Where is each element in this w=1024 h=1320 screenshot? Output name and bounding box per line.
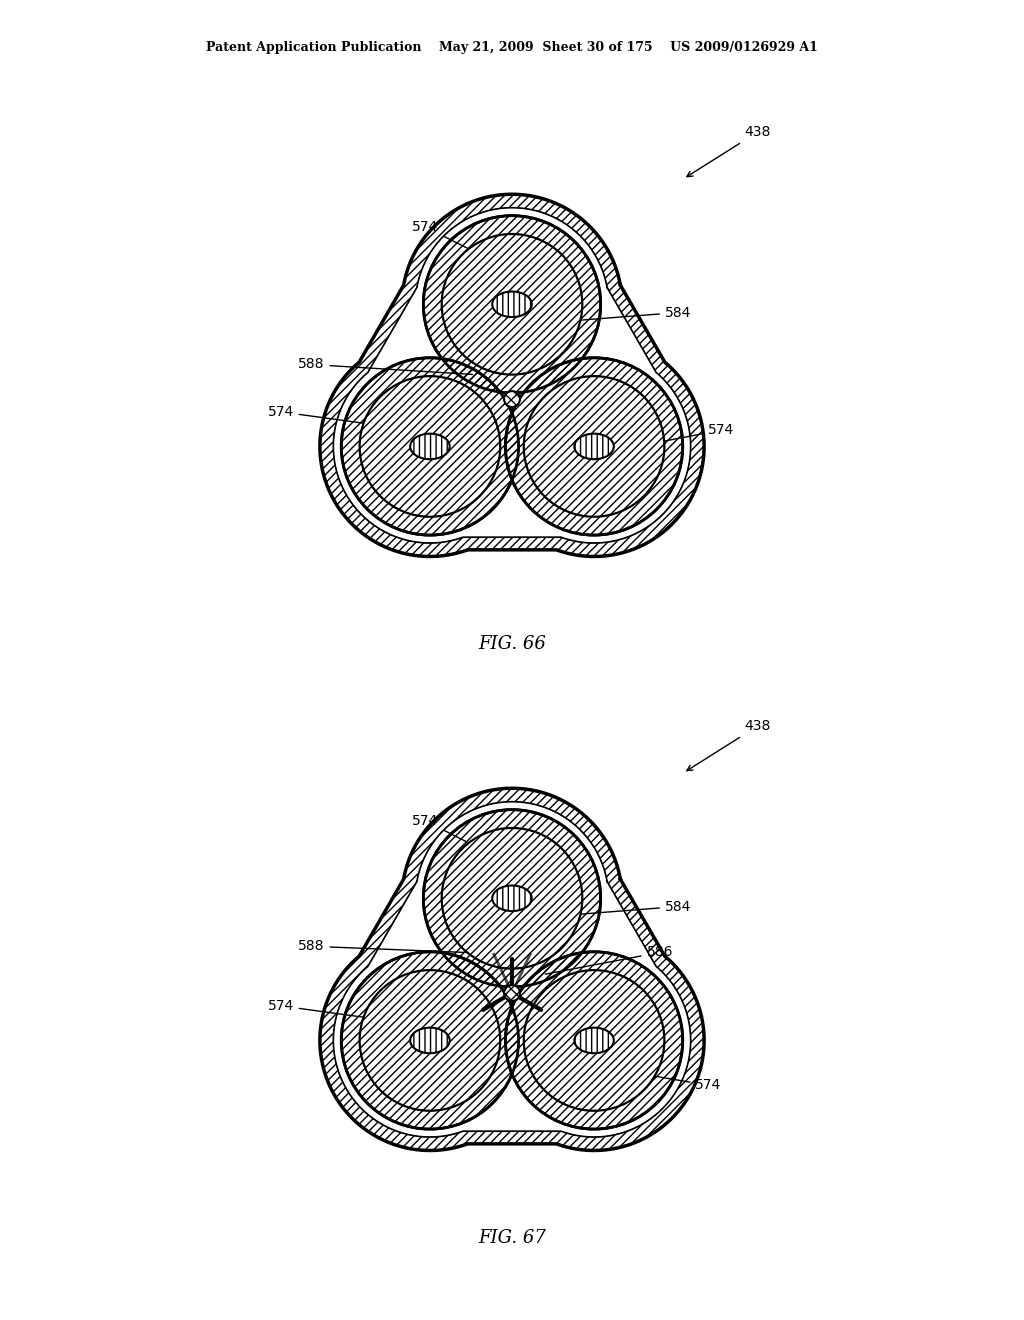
Circle shape (423, 809, 601, 987)
Text: Patent Application Publication    May 21, 2009  Sheet 30 of 175    US 2009/01269: Patent Application Publication May 21, 2… (206, 41, 818, 54)
Ellipse shape (493, 886, 531, 911)
Text: 574: 574 (267, 405, 396, 428)
Text: 574: 574 (640, 424, 734, 446)
Ellipse shape (411, 1028, 450, 1053)
Circle shape (504, 985, 520, 1001)
Ellipse shape (493, 292, 531, 317)
Text: 586: 586 (546, 945, 673, 974)
Circle shape (523, 376, 665, 516)
Circle shape (506, 952, 683, 1129)
Text: 574: 574 (413, 814, 479, 849)
Circle shape (359, 376, 501, 516)
Text: 574: 574 (413, 220, 479, 255)
Text: 584: 584 (552, 305, 691, 322)
Circle shape (359, 970, 501, 1110)
Text: 574: 574 (628, 1072, 722, 1093)
Circle shape (441, 828, 583, 969)
Circle shape (341, 358, 518, 535)
Text: 438: 438 (687, 719, 771, 771)
Circle shape (423, 215, 601, 393)
Text: 588: 588 (298, 940, 484, 953)
Circle shape (506, 358, 683, 535)
Text: 574: 574 (267, 999, 396, 1022)
Circle shape (341, 952, 518, 1129)
Circle shape (504, 391, 520, 407)
Text: FIG. 67: FIG. 67 (478, 1229, 546, 1246)
Text: 438: 438 (687, 125, 771, 177)
Text: FIG. 66: FIG. 66 (478, 635, 546, 652)
Ellipse shape (574, 434, 613, 459)
Polygon shape (319, 194, 705, 557)
Polygon shape (319, 788, 705, 1151)
Ellipse shape (411, 434, 450, 459)
Circle shape (441, 234, 583, 375)
Text: 584: 584 (552, 899, 691, 916)
Circle shape (523, 970, 665, 1110)
Text: 588: 588 (298, 358, 472, 375)
Ellipse shape (574, 1028, 613, 1053)
